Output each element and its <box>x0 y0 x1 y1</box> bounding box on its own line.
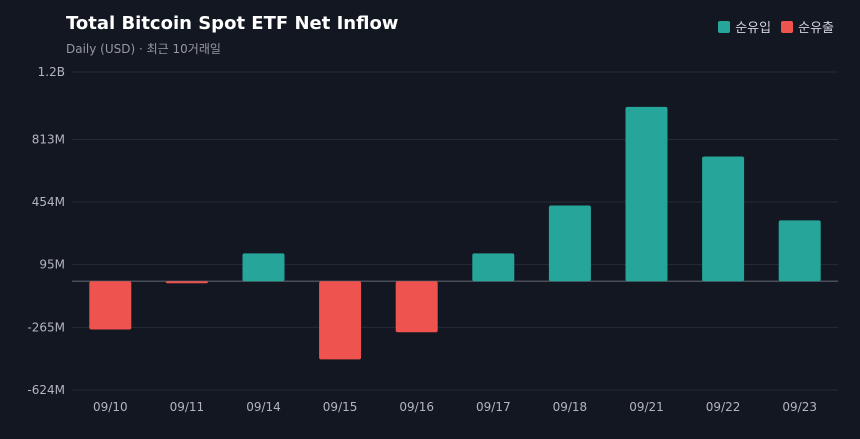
bar-09-21[interactable] <box>625 106 668 282</box>
legend-swatch-inflow <box>718 20 731 33</box>
x-tick-label: 09/17 <box>476 400 511 414</box>
chart-legend: 순유입 순유출 <box>718 17 834 36</box>
bar-09-14[interactable] <box>242 253 285 282</box>
bar-09-11[interactable] <box>165 281 208 284</box>
y-tick-label: 454M <box>32 195 65 209</box>
x-tick-label: 09/15 <box>323 400 358 414</box>
x-tick-label: 09/22 <box>706 400 741 414</box>
legend-item-inflow[interactable]: 순유입 <box>718 17 771 36</box>
x-tick-label: 09/11 <box>170 400 205 414</box>
bar-09-17[interactable] <box>472 253 515 282</box>
chart-title: Total Bitcoin Spot ETF Net Inflow <box>66 13 399 34</box>
bar-09-10[interactable] <box>89 281 132 330</box>
legend-label-inflow: 순유입 <box>735 21 772 36</box>
y-tick-label: -265M <box>27 320 65 334</box>
x-tick-label: 09/18 <box>553 400 588 414</box>
bar-09-22[interactable] <box>702 156 745 282</box>
y-tick-label: -624M <box>27 383 65 397</box>
legend-swatch-outflow <box>781 20 794 33</box>
bar-09-18[interactable] <box>548 205 591 282</box>
x-tick-label: 09/23 <box>782 400 817 414</box>
x-tick-label: 09/14 <box>246 400 281 414</box>
x-tick-label: 09/10 <box>93 400 128 414</box>
chart-subtitle: Daily (USD) · 최근 10거래일 <box>66 42 221 56</box>
y-tick-label: 1.2B <box>38 65 65 79</box>
x-tick-label: 09/16 <box>399 400 434 414</box>
y-tick-label: 813M <box>32 132 65 146</box>
bar-09-16[interactable] <box>395 281 438 333</box>
bar-09-23[interactable] <box>778 220 821 282</box>
legend-label-outflow: 순유출 <box>798 21 834 36</box>
y-tick-label: 95M <box>39 258 65 272</box>
legend-item-outflow[interactable]: 순유출 <box>781 17 834 36</box>
bar-09-15[interactable] <box>319 281 362 360</box>
x-tick-label: 09/21 <box>629 400 664 414</box>
